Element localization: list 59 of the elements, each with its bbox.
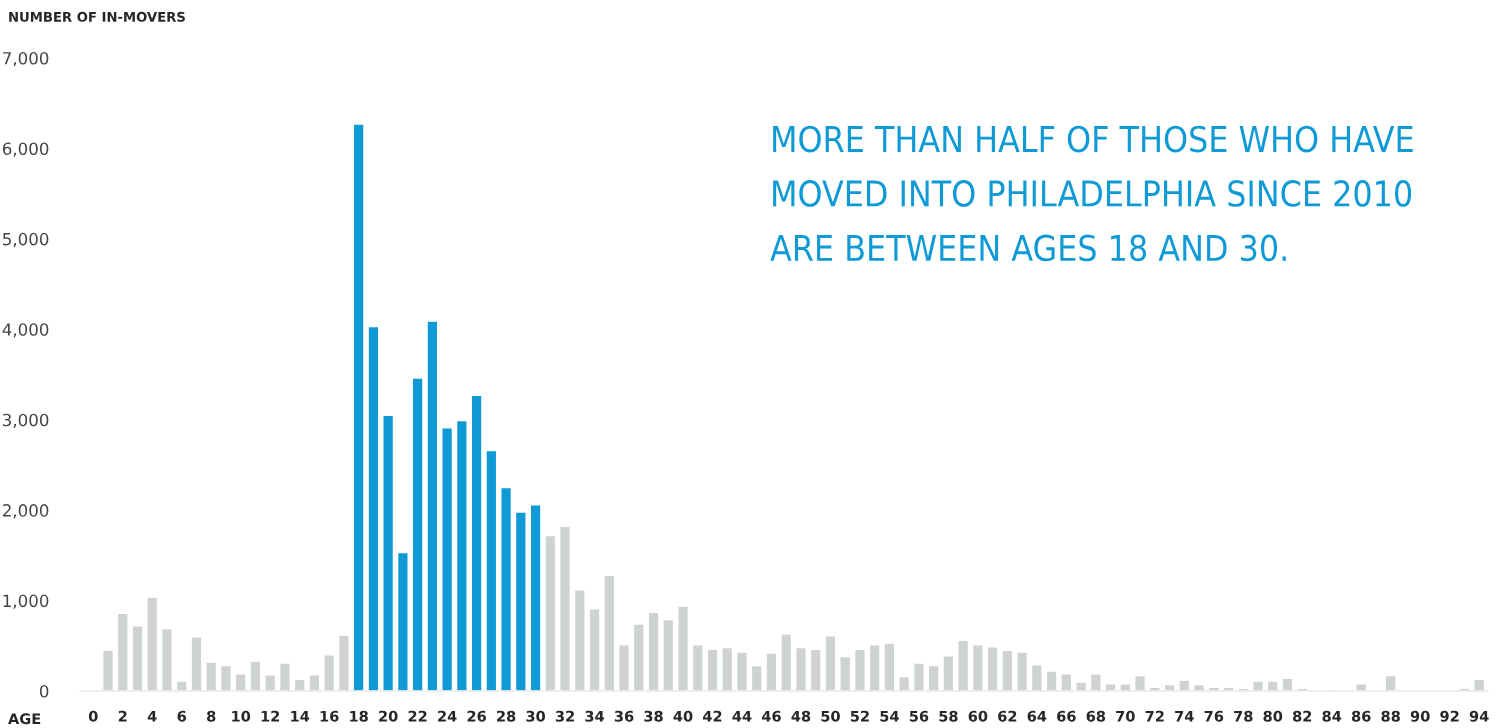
y-tick-label: 0 (39, 684, 49, 698)
x-tick-label: 66 (1057, 710, 1076, 722)
x-tick-label: 86 (1351, 710, 1371, 722)
x-tick-label: 44 (732, 710, 752, 722)
y-axis-title: NUMBER OF IN-MOVERS (9, 11, 185, 22)
x-tick-label: 12 (261, 710, 280, 722)
x-tick-label: 20 (379, 710, 398, 722)
x-tick-label: 32 (555, 710, 574, 722)
x-axis-title: AGE (8, 713, 41, 725)
x-tick-label: 52 (850, 710, 869, 722)
y-tick-label: 5,000 (3, 232, 49, 248)
x-tick-label: 26 (467, 710, 486, 722)
y-tick-label: 2,000 (2, 504, 49, 519)
x-tick-label: 22 (408, 710, 427, 722)
x-tick-label: 56 (909, 710, 929, 722)
y-tick-label: 7,000 (3, 51, 49, 67)
y-tick-label: 3,000 (3, 413, 49, 428)
x-tick-label: 10 (232, 710, 251, 722)
x-tick-label: 78 (1234, 710, 1253, 722)
x-tick-label: 80 (1263, 710, 1283, 722)
y-tick-label: 1,000 (3, 594, 49, 609)
annotation: MORE THAN HALF OF THOSE WHO HAVE MOVED INTO PHILADELPHIA SINCE 2010 ARE BETWEEN AGES 18 AND 30. (770, 125, 1413, 262)
x-tick-label: 28 (497, 710, 516, 722)
x-tick-label: 82 (1292, 710, 1312, 722)
x-tick-label: 90 (1410, 710, 1430, 722)
x-tick-label: 8 (207, 710, 216, 722)
x-tick-label: 88 (1381, 710, 1400, 722)
x-tick-label: 0 (88, 710, 98, 722)
x-tick-label: 72 (1145, 710, 1164, 722)
x-tick-label: 92 (1440, 710, 1459, 722)
x-tick-label: 50 (821, 710, 840, 722)
x-tick-label: 38 (644, 710, 663, 722)
x-tick-label: 54 (880, 710, 899, 722)
x-tick-label: 24 (438, 710, 457, 722)
x-tick-label: 6 (177, 710, 187, 722)
x-tick-label: 16 (320, 710, 339, 722)
y-tick-label: 4,000 (2, 323, 49, 338)
x-tick-label: 2 (118, 710, 127, 722)
x-tick-label: 62 (998, 710, 1017, 722)
x-tick-label: 64 (1027, 710, 1047, 722)
x-tick-label: 60 (968, 710, 988, 722)
x-tick-label: 40 (673, 710, 693, 722)
x-tick-label: 58 (939, 710, 958, 722)
x-tick-label: 42 (703, 710, 722, 722)
x-tick-label: 18 (350, 710, 368, 722)
x-tick-label: 46 (761, 710, 781, 722)
x-tick-label: 4 (147, 710, 157, 722)
x-tick-label: 36 (614, 710, 634, 722)
x-tick-label: 84 (1322, 710, 1342, 722)
x-tick-label: 94 (1469, 710, 1489, 722)
x-tick-label: 34 (585, 710, 605, 722)
x-tick-label: 70 (1116, 710, 1135, 722)
x-tick-label: 68 (1086, 710, 1106, 722)
x-tick-label: 14 (291, 710, 310, 722)
x-tick-label: 74 (1175, 710, 1194, 722)
x-tick-label: 76 (1204, 710, 1224, 722)
x-tick-label: 30 (526, 710, 546, 722)
x-tick-label: 48 (791, 710, 811, 722)
y-tick-label: 6,000 (2, 142, 49, 157)
